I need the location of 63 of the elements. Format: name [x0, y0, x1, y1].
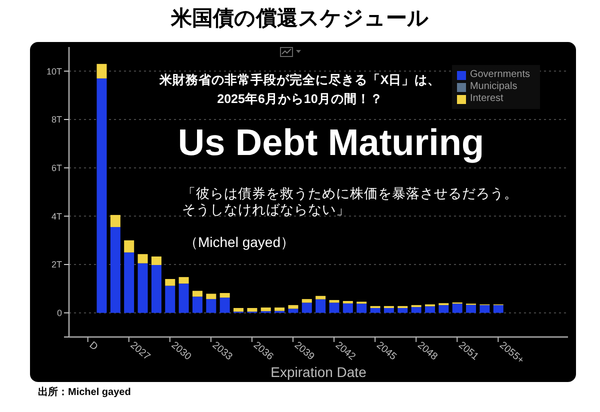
bar: [316, 296, 326, 300]
bar: [398, 308, 408, 313]
bar: [342, 303, 353, 313]
annotation: （Michel gayed）: [184, 233, 294, 251]
bar: [316, 299, 326, 313]
bar: [192, 296, 202, 313]
bar: [424, 306, 435, 313]
bar: [96, 64, 107, 78]
bar: [302, 299, 312, 303]
bar: [110, 227, 120, 313]
bar: [192, 290, 202, 297]
bar: [165, 279, 176, 286]
y-tick-label: 10T: [46, 66, 62, 76]
bar: [288, 305, 298, 309]
legend-label: Municipals: [470, 81, 518, 93]
bar: [138, 254, 148, 264]
bar: [178, 284, 189, 313]
bar: [356, 304, 367, 313]
bar: [96, 78, 107, 313]
bar: [124, 240, 134, 252]
x-axis-title: Expiration Date: [270, 364, 367, 380]
bar: [234, 308, 244, 312]
legend-label: Interest: [470, 93, 504, 105]
bar: [452, 304, 462, 313]
y-tick-label: 0: [56, 308, 62, 318]
bar: [220, 293, 230, 298]
bar: [206, 299, 216, 313]
y-tick-label: 4T: [51, 211, 62, 222]
bar: [220, 298, 230, 313]
bar: [178, 277, 189, 284]
bar: [493, 305, 504, 313]
x-tick-label: 2027: [128, 340, 152, 363]
bar: [438, 305, 449, 313]
bar: [247, 308, 258, 312]
bar: [302, 302, 312, 313]
legend-label: Governments: [470, 69, 530, 81]
y-tick-label: 8T: [51, 114, 62, 125]
bar: [151, 264, 162, 313]
bar: [384, 308, 394, 313]
x-tick-label: D: [86, 340, 100, 353]
bar: [288, 308, 298, 313]
bar: [138, 263, 148, 313]
bar: [480, 305, 490, 313]
bar: [124, 252, 134, 313]
bar: [466, 304, 476, 313]
bar: [411, 307, 422, 313]
annotation: 「彼らは債券を救うために株価を暴落させるだろう。そうしなければならない」: [182, 186, 518, 218]
bar: [329, 302, 340, 313]
y-tick-label: 2T: [51, 260, 62, 270]
bar: [274, 308, 285, 311]
bar: [260, 308, 271, 312]
bar: [329, 300, 340, 303]
bar: [370, 308, 380, 313]
chart-title: 米国債の償還スケジュール: [170, 6, 430, 32]
y-tick-label: 6T: [51, 163, 62, 174]
text: Us Debt Maturing: [176, 121, 486, 165]
text: 出所：Michel gayed: [38, 386, 131, 400]
bar: [165, 286, 176, 313]
bar: [110, 214, 120, 228]
bar: [151, 256, 162, 265]
annotation: 米財務省の非常手段が完全に尽きる「X日」は、2025年6月から10月の間！？: [158, 72, 442, 108]
bar: [342, 300, 353, 304]
bar: [206, 294, 216, 300]
